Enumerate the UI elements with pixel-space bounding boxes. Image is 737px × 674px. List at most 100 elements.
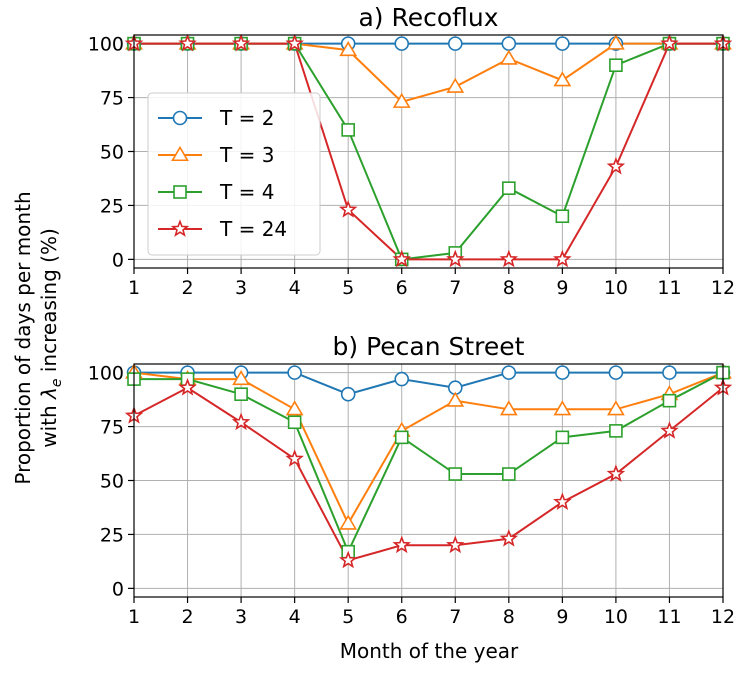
legend-label: T = 4 <box>219 180 274 204</box>
data-point <box>606 156 626 175</box>
data-point <box>662 365 677 380</box>
x-tick-label: 2 <box>181 277 193 299</box>
series-line <box>134 371 724 555</box>
data-point <box>502 467 516 481</box>
data-point <box>232 370 250 386</box>
data-point <box>499 400 518 416</box>
y-tick-label: 50 <box>100 471 124 493</box>
legend-marker <box>172 110 188 126</box>
data-point <box>555 209 570 224</box>
chart-title: b) Pecan Street <box>333 332 525 361</box>
data-point <box>608 365 624 380</box>
data-point <box>555 36 570 51</box>
data-point <box>607 400 625 416</box>
y-tick-label: 0 <box>112 578 124 600</box>
x-tick-label: 3 <box>235 277 247 299</box>
x-axis-label: Month of the year <box>340 639 519 663</box>
x-tick-label: 1 <box>128 606 140 628</box>
data-point <box>394 430 409 445</box>
x-tick-label: 3 <box>235 606 247 628</box>
x-tick-label: 10 <box>604 606 628 628</box>
x-tick-label: 7 <box>449 606 461 628</box>
data-point <box>448 467 463 481</box>
data-point <box>555 365 570 380</box>
data-point <box>446 391 465 407</box>
x-tick-label: 9 <box>556 277 568 299</box>
legend-marker <box>173 185 187 199</box>
data-point <box>339 41 358 57</box>
data-point <box>553 400 572 416</box>
series-line <box>134 371 723 396</box>
data-point <box>446 535 465 554</box>
x-tick-label: 5 <box>342 606 354 628</box>
y-tick-label: 75 <box>100 417 124 439</box>
x-tick-label: 6 <box>396 606 408 628</box>
y-axis-label-line1: Proportion of days per month <box>11 191 35 484</box>
x-tick-label: 11 <box>657 277 681 299</box>
data-point <box>285 400 304 416</box>
data-point <box>392 249 411 268</box>
y-tick-label: 25 <box>100 524 124 546</box>
data-point <box>553 71 572 87</box>
data-point <box>285 449 304 467</box>
data-point <box>662 393 677 408</box>
data-point <box>446 249 465 268</box>
x-tick-label: 1 <box>128 277 140 299</box>
x-tick-label: 5 <box>342 277 354 299</box>
data-point <box>555 430 570 445</box>
y-axis-label-line2: with λe increasing (%) <box>37 228 65 448</box>
series-line <box>134 42 723 261</box>
data-point <box>340 386 356 402</box>
data-point <box>178 377 197 396</box>
data-point <box>499 49 518 65</box>
x-tick-label: 9 <box>556 606 568 628</box>
legend-box <box>147 92 321 256</box>
data-point <box>341 123 355 137</box>
data-point <box>609 424 623 438</box>
data-point <box>339 514 358 530</box>
chart-title: a) Recoflux <box>358 3 498 32</box>
data-point <box>606 464 626 482</box>
data-point <box>287 365 302 380</box>
x-tick-label: 8 <box>503 606 515 628</box>
data-point <box>501 365 517 380</box>
data-point <box>394 36 410 51</box>
data-point <box>446 77 465 93</box>
y-tick-label: 50 <box>100 142 124 164</box>
x-tick-label: 2 <box>181 606 193 628</box>
data-point <box>607 34 625 50</box>
data-point <box>392 92 411 108</box>
data-point <box>447 36 463 51</box>
data-point <box>178 33 197 52</box>
legend-marker <box>171 145 189 162</box>
legend-label: T = 3 <box>219 143 274 167</box>
data-point <box>231 412 251 431</box>
data-point <box>501 36 517 51</box>
data-point <box>394 371 410 387</box>
data-point <box>287 415 302 430</box>
data-point <box>285 33 304 52</box>
x-tick-label: 4 <box>289 606 301 628</box>
data-point <box>660 421 679 439</box>
x-tick-label: 10 <box>604 277 628 299</box>
y-tick-label: 100 <box>88 34 124 56</box>
data-point <box>609 58 623 73</box>
data-point <box>231 33 251 52</box>
x-tick-label: 7 <box>449 277 461 299</box>
x-tick-label: 8 <box>503 277 515 299</box>
x-tick-label: 12 <box>711 277 735 299</box>
legend-label: T = 2 <box>219 106 274 130</box>
data-point <box>338 550 358 569</box>
data-point <box>660 33 679 52</box>
data-point <box>502 181 516 195</box>
plot-frame <box>133 363 724 598</box>
y-tick-label: 0 <box>112 249 124 271</box>
legend: T = 2 T = 3 T = 4 T = 24 <box>147 92 321 256</box>
plot-frame <box>133 34 724 269</box>
data-point <box>392 535 411 554</box>
y-tick-label: 100 <box>88 363 124 385</box>
